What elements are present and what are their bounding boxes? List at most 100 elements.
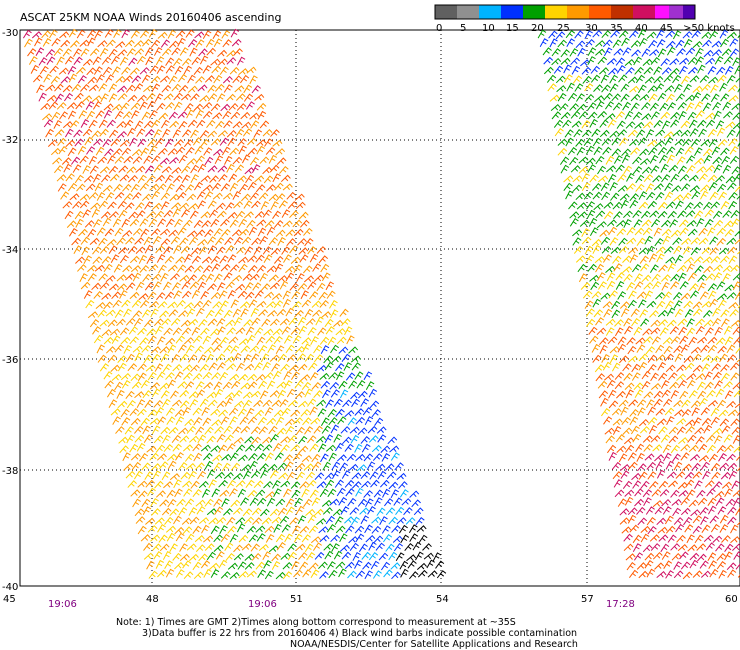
- wind-barb: [344, 410, 355, 418]
- wind-barb: [147, 335, 157, 344]
- wind-barb: [213, 227, 223, 237]
- wind-barb: [590, 74, 601, 83]
- wind-barb: [237, 138, 247, 147]
- wind-barb: [597, 56, 608, 65]
- wind-barb: [134, 434, 145, 443]
- wind-barb: [363, 490, 373, 498]
- wind-barb: [618, 237, 628, 246]
- wind-barb: [54, 165, 64, 174]
- wind-barb: [546, 74, 557, 83]
- wind-barb: [147, 487, 156, 497]
- wind-barb: [676, 264, 687, 273]
- wind-barb: [160, 390, 170, 399]
- wind-barb: [649, 534, 660, 542]
- wind-barb: [269, 354, 280, 362]
- wind-barb: [737, 86, 740, 93]
- wind-barb: [134, 425, 144, 434]
- wind-barb: [676, 534, 686, 543]
- wind-barb: [154, 363, 164, 372]
- wind-barb: [87, 264, 97, 273]
- wind-barb: [230, 299, 239, 309]
- wind-barb: [203, 568, 212, 578]
- wind-barb: [93, 334, 103, 344]
- wind-barb: [605, 155, 615, 165]
- wind-barb: [694, 534, 704, 544]
- wind-barb: [97, 40, 108, 48]
- wind-barb: [131, 381, 142, 389]
- wind-barb: [634, 66, 644, 75]
- wind-barb: [73, 56, 83, 65]
- wind-barb: [43, 73, 52, 83]
- wind-barb: [601, 30, 612, 39]
- wind-barb: [214, 426, 224, 434]
- wind-barb: [167, 29, 177, 39]
- wind-barb: [724, 284, 735, 292]
- wind-barb: [605, 327, 615, 336]
- wind-barb: [621, 37, 630, 47]
- wind-barb: [93, 138, 103, 146]
- wind-barb: [640, 263, 650, 272]
- wind-barb: [233, 236, 243, 246]
- wind-barb: [638, 418, 649, 427]
- wind-barb: [716, 293, 727, 301]
- wind-barb: [322, 461, 331, 471]
- wind-barb: [113, 183, 123, 192]
- wind-barb: [667, 102, 676, 111]
- wind-barb: [403, 507, 413, 516]
- wind-barb: [194, 145, 204, 155]
- wind-barb: [726, 400, 736, 409]
- wind-barb: [618, 245, 629, 254]
- wind-barb: [86, 29, 96, 39]
- lon-label-54e: 54: [436, 594, 449, 605]
- wind-barb: [707, 283, 718, 292]
- wind-barb: [709, 515, 719, 524]
- wind-barb: [710, 201, 720, 210]
- wind-barb: [128, 326, 139, 335]
- wind-barb: [363, 453, 374, 462]
- wind-barb: [45, 128, 54, 138]
- wind-barb: [559, 156, 570, 165]
- wind-barb: [664, 515, 674, 525]
- wind-barb: [132, 498, 141, 508]
- wind-barb: [216, 282, 226, 291]
- wind-barb: [80, 236, 91, 245]
- wind-barb: [662, 444, 672, 453]
- wind-barb: [293, 228, 304, 237]
- wind-barb: [664, 85, 675, 93]
- wind-barb: [409, 490, 420, 498]
- wind-barb: [192, 137, 202, 146]
- wind-barb: [576, 103, 587, 112]
- wind-barb: [309, 371, 319, 381]
- wind-barb: [155, 444, 166, 453]
- wind-barb: [116, 389, 125, 399]
- wind-barb: [184, 418, 195, 427]
- wind-barb: [249, 75, 258, 85]
- wind-barb: [647, 406, 656, 416]
- wind-barb: [179, 553, 190, 562]
- wind-barb: [142, 506, 152, 516]
- wind-barb: [627, 514, 637, 524]
- legend-color-7: [589, 5, 611, 19]
- wind-barb: [287, 399, 298, 407]
- wind-barb: [331, 461, 341, 471]
- wind-barb: [225, 552, 235, 562]
- wind-barb: [729, 145, 739, 155]
- wind-barb: [689, 559, 699, 569]
- wind-barb: [296, 273, 305, 282]
- wind-barb: [585, 308, 595, 317]
- wind-barb: [141, 111, 151, 121]
- wind-barb: [345, 372, 356, 381]
- wind-barb: [130, 373, 141, 382]
- wind-barb: [694, 427, 705, 435]
- wind-barb: [136, 399, 146, 408]
- wind-barb: [607, 336, 618, 345]
- wind-barb: [119, 445, 129, 454]
- wind-barb: [610, 246, 621, 254]
- wind-barb: [258, 192, 269, 201]
- wind-barb: [232, 308, 242, 318]
- wind-barb: [282, 298, 292, 308]
- wind-barb: [680, 507, 691, 516]
- wind-barb: [557, 138, 568, 146]
- wind-barb: [173, 101, 183, 111]
- wind-barb: [67, 110, 77, 120]
